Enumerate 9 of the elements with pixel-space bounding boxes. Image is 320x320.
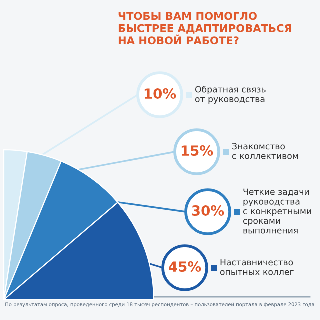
- legend-label: Наставничество опытных коллег: [220, 259, 294, 276]
- legend-label: Четкие задачи руководства с конкретными сроками выполнения: [243, 188, 312, 234]
- legend-label: Обратная связь от руководства: [195, 86, 266, 104]
- data-label: 45%: [169, 262, 202, 272]
- data-label: 15%: [182, 146, 214, 156]
- data-label: 30%: [192, 206, 224, 216]
- legend-label: Знакомство с коллективом: [232, 143, 298, 160]
- data-label: 10%: [144, 88, 176, 100]
- chart-title: ЧТОБЫ ВАМ ПОМОГЛО БЫСТРЕЕ АДАПТИРОВАТЬСЯ НА НОВОЙ РАБОТЕ?: [118, 12, 292, 45]
